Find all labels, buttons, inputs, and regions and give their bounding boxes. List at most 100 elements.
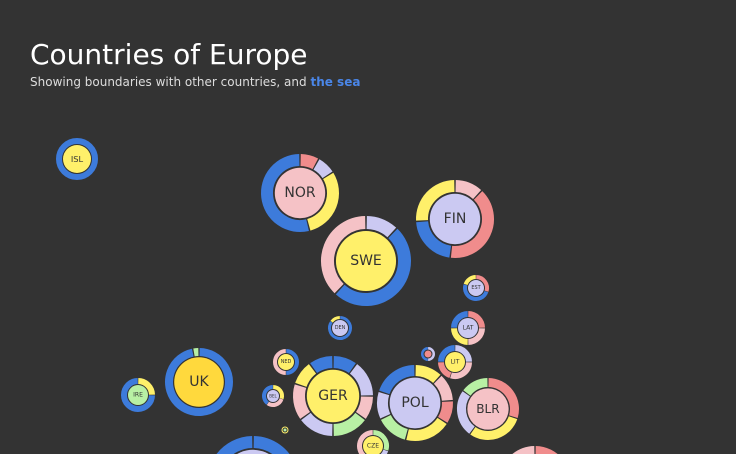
country-fill bbox=[267, 390, 279, 402]
country-ring-segment bbox=[463, 275, 477, 286]
country-label: UK bbox=[189, 374, 209, 390]
country-ring-segment bbox=[295, 364, 317, 388]
country-ring-segment bbox=[137, 378, 155, 396]
country-ring-segment bbox=[379, 365, 415, 395]
country-ring-segment bbox=[366, 216, 397, 238]
country-fill bbox=[306, 369, 360, 423]
country-ring-segment bbox=[451, 311, 469, 329]
country-ring-segment bbox=[406, 417, 447, 441]
country-label: BLR bbox=[476, 402, 500, 416]
country-ring-segment bbox=[454, 345, 472, 363]
country-ring-segment bbox=[415, 365, 441, 384]
country-ring-segment bbox=[470, 415, 518, 440]
country-ring-segment bbox=[321, 216, 366, 294]
country-label: LAT bbox=[463, 325, 474, 332]
country-label: DEN bbox=[335, 325, 346, 331]
country-ring-segment bbox=[416, 220, 452, 258]
country-ring-segment bbox=[293, 384, 311, 419]
country-label: POL bbox=[401, 395, 428, 411]
country-label: BEL bbox=[269, 394, 277, 399]
country-ring bbox=[281, 426, 289, 434]
country-ring-segment bbox=[377, 391, 391, 419]
country-label: LUX bbox=[281, 435, 289, 440]
country-ring-segment bbox=[330, 316, 340, 323]
country-ring-segment bbox=[310, 356, 333, 374]
edge-country-fill bbox=[237, 449, 269, 454]
edge-country-ring-segment bbox=[216, 436, 253, 454]
subtitle-text: Showing boundaries with other countries,… bbox=[30, 75, 310, 89]
subtitle-highlight: the sea bbox=[310, 75, 360, 89]
country-label: NED bbox=[281, 359, 292, 365]
country-fill bbox=[389, 377, 441, 429]
country-label: CZE bbox=[367, 443, 379, 450]
country-label: SWE bbox=[350, 253, 382, 269]
country-ring-segment bbox=[333, 412, 365, 436]
country-label: EST bbox=[471, 285, 481, 291]
country-ring bbox=[56, 138, 98, 180]
country-fill bbox=[128, 385, 148, 405]
country-fill bbox=[335, 230, 397, 292]
country-ring-segment bbox=[457, 391, 475, 434]
country-ring-segment bbox=[261, 154, 309, 232]
country-ring-segment bbox=[437, 401, 453, 423]
edge-country-ring-segment bbox=[253, 436, 290, 454]
subtitle: Showing boundaries with other countries,… bbox=[30, 75, 360, 89]
country-ring-segment bbox=[433, 375, 453, 402]
country-fill bbox=[63, 145, 91, 173]
country-ring-segment bbox=[455, 180, 482, 200]
country-label: ISL bbox=[71, 154, 84, 164]
country-label: FIN bbox=[444, 211, 467, 227]
small-country-fill bbox=[424, 350, 432, 358]
country-label: NOR bbox=[284, 185, 315, 201]
country-label: LIT bbox=[451, 359, 460, 366]
country-ring-segment bbox=[273, 349, 287, 375]
country-ring-segment bbox=[450, 361, 472, 379]
country-ring-segment bbox=[438, 361, 452, 379]
country-ring-segment bbox=[349, 364, 373, 396]
country-ring-segment bbox=[380, 449, 389, 454]
country-ring-segment bbox=[380, 414, 409, 440]
country-fill bbox=[332, 320, 348, 336]
country-ring-segment bbox=[285, 349, 299, 375]
country-ring-segment bbox=[372, 430, 389, 451]
country-ring-segment bbox=[355, 396, 373, 419]
country-ring-segment bbox=[357, 430, 374, 454]
country-fill bbox=[445, 352, 465, 372]
country-fill bbox=[278, 354, 294, 370]
country-fill bbox=[468, 280, 484, 296]
title: Countries of Europe bbox=[30, 38, 308, 71]
country-fill bbox=[363, 436, 383, 454]
country-ring-segment bbox=[165, 348, 233, 416]
country-ring-segment bbox=[306, 172, 339, 231]
edge-country-ring-segment bbox=[535, 446, 558, 454]
country-fill bbox=[174, 357, 224, 407]
country-label: IRE bbox=[133, 392, 143, 399]
country-ring-segment bbox=[300, 154, 319, 170]
country-ring-segment bbox=[262, 385, 274, 405]
country-ring-segment bbox=[313, 159, 333, 179]
country-ring-segment bbox=[416, 180, 455, 221]
country-ring-segment bbox=[333, 356, 356, 374]
country-label: GER bbox=[318, 388, 348, 404]
country-ring-segment bbox=[467, 311, 485, 329]
country-ring-segment bbox=[488, 378, 519, 418]
country-fill bbox=[458, 318, 478, 338]
country-ring-segment bbox=[475, 275, 489, 292]
country-fill bbox=[429, 193, 481, 245]
country-fill bbox=[283, 428, 287, 432]
country-ring-segment bbox=[451, 327, 469, 345]
country-ring-segment bbox=[463, 284, 489, 301]
country-ring-segment bbox=[450, 191, 494, 258]
small-country-ring-segment bbox=[427, 347, 435, 361]
small-country-ring-segment bbox=[421, 347, 429, 361]
country-ring-segment bbox=[438, 345, 456, 363]
country-fill bbox=[467, 388, 509, 430]
country-ring-segment bbox=[301, 412, 333, 436]
country-ring-segment bbox=[467, 327, 485, 345]
country-ring-segment bbox=[328, 316, 352, 340]
country-rings: ISL NOR FIN SWE EST DEN LAT LIT NED UK IRE GER POL BL… bbox=[56, 138, 558, 454]
country-ring-segment bbox=[266, 398, 284, 407]
country-ring-segment bbox=[121, 378, 155, 412]
country-ring-segment bbox=[463, 378, 488, 396]
